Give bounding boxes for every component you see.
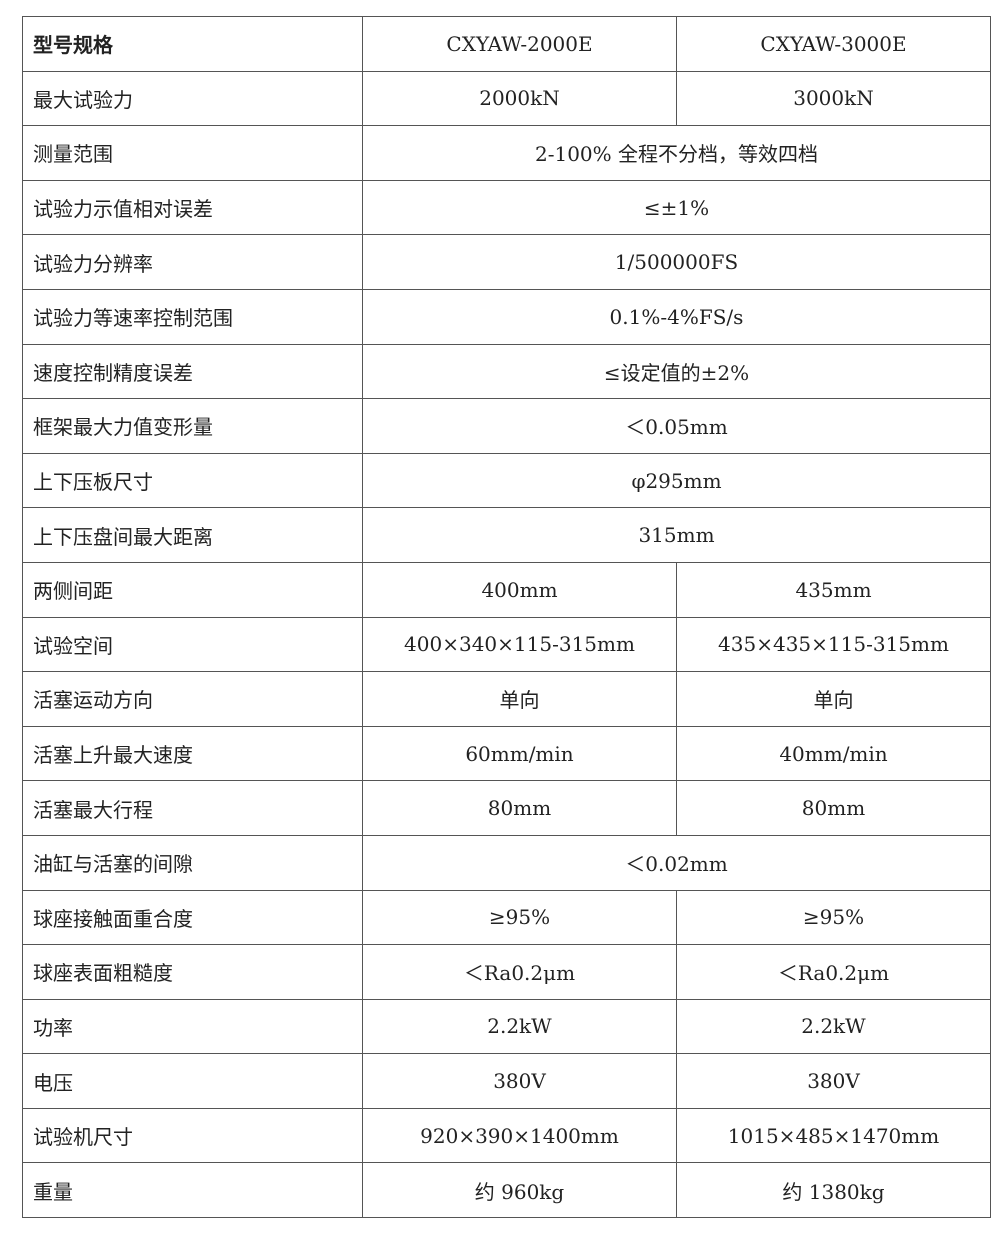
value-cell-3000e: CXYAW-3000E [676,16,991,72]
table-row: 活塞最大行程 80mm 80mm [22,780,991,836]
value-cell-2000e: ＜Ra0.2μm [362,944,677,1000]
value-cell-3000e: ＜Ra0.2μm [676,944,991,1000]
row-label: 试验力分辨率 [22,234,363,290]
table-header-row: 型号规格 CXYAW-2000E CXYAW-3000E [22,16,991,72]
value-cell-merged: ＜0.02mm [362,834,991,891]
value-cell-2000e: 80mm [362,780,677,836]
row-label: 试验空间 [22,616,363,673]
table-row: 框架最大力值变形量 ＜0.05mm [22,398,991,454]
row-label: 上下压盘间最大距离 [22,507,363,563]
table-row: 测量范围 2-100% 全程不分档，等效四档 [22,125,991,181]
value-cell-2000e: 约 960kg [362,1162,677,1219]
value-cell-3000e: 1015×485×1470mm [676,1107,991,1164]
table-row: 试验力分辨率 1/500000FS [22,234,991,290]
row-label: 活塞上升最大速度 [22,725,363,782]
spec-table: 型号规格 CXYAW-2000E CXYAW-3000E 最大试验力 2000kN 300… [22,16,991,1219]
value-cell-2000e: 60mm/min [362,725,677,782]
spec-table-body: 型号规格 CXYAW-2000E CXYAW-3000E 最大试验力 2000kN 300… [22,16,991,1219]
value-cell-3000e: ≥95% [676,889,991,946]
value-cell-2000e: 单向 [362,671,677,727]
value-cell-merged: 0.1%-4%FS/s [362,288,991,345]
table-row: 电压 380V 380V [22,1053,991,1109]
row-label: 功率 [22,998,363,1055]
table-row: 试验机尺寸 920×390×1400mm 1015×485×1470mm [22,1107,991,1164]
table-row: 最大试验力 2000kN 3000kN [22,70,991,127]
table-row: 油缸与活塞的间隙 ＜0.02mm [22,834,991,891]
row-label: 试验力示值相对误差 [22,179,363,236]
value-cell-2000e: 2.2kW [362,998,677,1055]
row-label: 框架最大力值变形量 [22,398,363,454]
value-cell-merged: 315mm [362,507,991,563]
row-label: 测量范围 [22,125,363,181]
value-cell-3000e: 约 1380kg [676,1162,991,1219]
table-row: 试验空间 400×340×115-315mm 435×435×115-315mm [22,616,991,673]
value-cell-merged: 2-100% 全程不分档，等效四档 [362,125,991,181]
row-label: 球座表面粗糙度 [22,944,363,1000]
value-cell-2000e: 380V [362,1053,677,1109]
value-cell-3000e: 40mm/min [676,725,991,782]
row-label: 最大试验力 [22,70,363,127]
table-row: 活塞运动方向 单向 单向 [22,671,991,727]
value-cell-merged: φ295mm [362,452,991,509]
value-cell-merged: ≤设定值的±2% [362,343,991,400]
row-label: 两侧间距 [22,561,363,618]
row-label: 活塞运动方向 [22,671,363,727]
value-cell-3000e: 3000kN [676,70,991,127]
row-label: 试验力等速率控制范围 [22,288,363,345]
value-cell-3000e: 2.2kW [676,998,991,1055]
row-label: 型号规格 [22,16,363,72]
row-label: 球座接触面重合度 [22,889,363,946]
value-cell-2000e: CXYAW-2000E [362,16,677,72]
table-row: 活塞上升最大速度 60mm/min 40mm/min [22,725,991,782]
value-cell-3000e: 单向 [676,671,991,727]
table-row: 上下压盘间最大距离 315mm [22,507,991,563]
row-label: 活塞最大行程 [22,780,363,836]
table-row: 两侧间距 400mm 435mm [22,561,991,618]
row-label: 上下压板尺寸 [22,452,363,509]
value-cell-2000e: 400mm [362,561,677,618]
value-cell-3000e: 380V [676,1053,991,1109]
value-cell-merged: 1/500000FS [362,234,991,290]
row-label: 油缸与活塞的间隙 [22,834,363,891]
table-row: 上下压板尺寸 φ295mm [22,452,991,509]
value-cell-3000e: 435×435×115-315mm [676,616,991,673]
row-label: 速度控制精度误差 [22,343,363,400]
value-cell-3000e: 435mm [676,561,991,618]
table-row: 速度控制精度误差 ≤设定值的±2% [22,343,991,400]
table-row: 球座接触面重合度 ≥95% ≥95% [22,889,991,946]
value-cell-2000e: 920×390×1400mm [362,1107,677,1164]
table-row: 重量约 960kg 约 1380kg [22,1162,991,1219]
value-cell-2000e: 400×340×115-315mm [362,616,677,673]
value-cell-merged: ＜0.05mm [362,398,991,454]
table-row: 球座表面粗糙度 ＜Ra0.2μm ＜Ra0.2μm [22,944,991,1000]
row-label: 试验机尺寸 [22,1107,363,1164]
row-label: 重量 [22,1162,363,1219]
value-cell-2000e: 2000kN [362,70,677,127]
table-row: 试验力示值相对误差 ≤±1% [22,179,991,236]
table-row: 功率 2.2kW 2.2kW [22,998,991,1055]
value-cell-merged: ≤±1% [362,179,991,236]
table-row: 试验力等速率控制范围 0.1%-4%FS/s [22,288,991,345]
row-label: 电压 [22,1053,363,1109]
value-cell-2000e: ≥95% [362,889,677,946]
value-cell-3000e: 80mm [676,780,991,836]
